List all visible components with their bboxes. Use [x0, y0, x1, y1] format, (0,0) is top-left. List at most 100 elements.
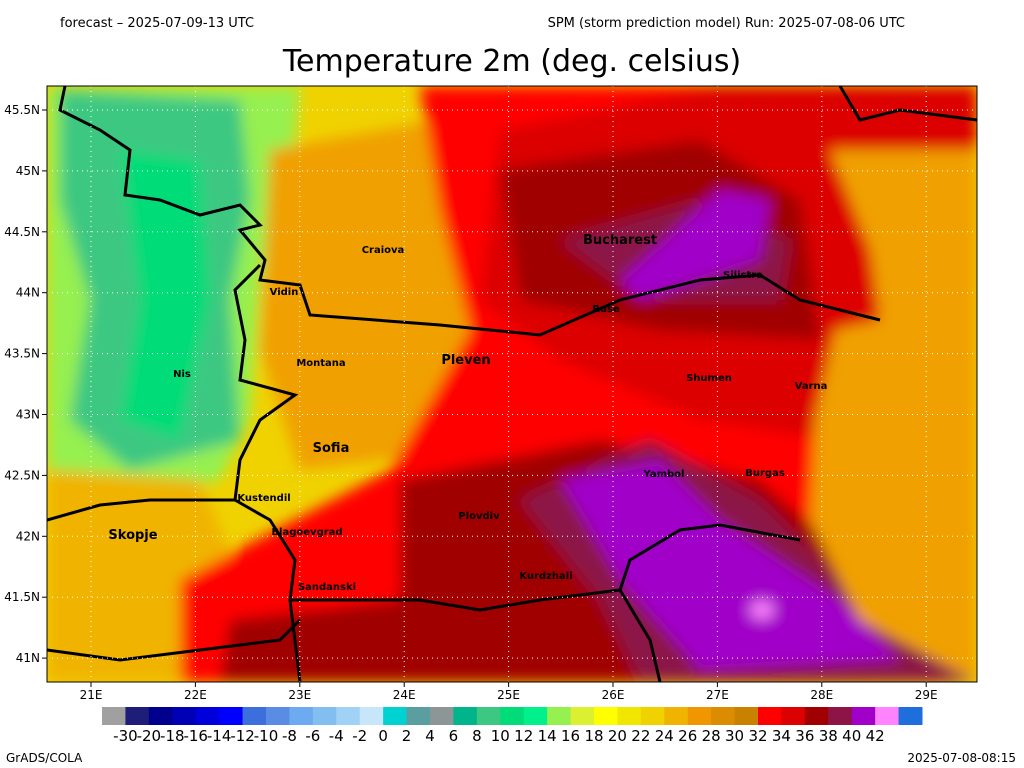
colorbar-label: -14: [207, 727, 232, 745]
lon-label: 21E: [80, 688, 103, 702]
colorbar-swatch: [172, 707, 197, 725]
lat-label: 42.5N: [4, 468, 40, 482]
colorbar-label: 40: [842, 727, 861, 745]
colorbar-swatch: [219, 707, 244, 725]
lon-label: 28E: [810, 688, 833, 702]
lon-label: 25E: [497, 688, 520, 702]
colorbar-label: 24: [655, 727, 674, 745]
lat-label: 44.5N: [4, 225, 40, 239]
colorbar-label: 42: [866, 727, 885, 745]
colorbar-label: 32: [748, 727, 767, 745]
colorbar-swatch: [758, 707, 782, 725]
colorbar-swatch: [289, 707, 314, 725]
colorbar-swatch: [312, 707, 337, 725]
lat-label: 43.5N: [4, 347, 40, 361]
colorbar-swatch: [711, 707, 736, 725]
colorbar-swatch: [547, 707, 572, 725]
colorbar-swatch: [500, 707, 525, 725]
city-label: Vidin: [270, 287, 299, 298]
city-label: Kurdzhali: [519, 571, 572, 582]
colorbar-swatch: [523, 707, 548, 725]
footer-left: GrADS/COLA: [6, 751, 83, 765]
lon-label: 27E: [706, 688, 729, 702]
city-label: Montana: [296, 358, 345, 369]
city-label: Plovdiv: [458, 511, 500, 522]
city-label: Kustendil: [237, 493, 290, 504]
map-frame: [46, 85, 978, 683]
city-label: Nis: [173, 369, 191, 380]
city-label: Skopje: [108, 528, 157, 543]
colorbar-label: -20: [137, 727, 162, 745]
colorbar-swatch: [617, 707, 642, 725]
lon-label: 26E: [602, 688, 625, 702]
city-label: Blagoevgrad: [271, 527, 342, 538]
colorbar-swatch: [898, 707, 923, 725]
colorbar-swatch: [851, 707, 876, 725]
lat-label: 44N: [16, 286, 40, 300]
colorbar-swatch: [359, 707, 384, 725]
colorbar-swatch: [406, 707, 431, 725]
colorbar-label: 30: [725, 727, 744, 745]
colorbar-swatch: [640, 707, 665, 725]
lon-label: 24E: [393, 688, 416, 702]
city-label: Shumen: [686, 373, 732, 384]
colorbar-swatch: [828, 707, 853, 725]
forecast-time: forecast – 2025-07-09-13 UTC: [60, 16, 254, 31]
city-label: Craiova: [362, 245, 405, 256]
colorbar-swatch: [453, 707, 478, 725]
colorbar-swatch: [125, 707, 150, 725]
grid: [47, 86, 977, 682]
city-label: Pleven: [441, 353, 490, 368]
lat-label: 41.5N: [4, 590, 40, 604]
colorbar-label: 36: [795, 727, 814, 745]
city-label: Burgas: [745, 468, 785, 479]
colorbar-label: -2: [352, 727, 367, 745]
lat-label: 43N: [16, 408, 40, 422]
city-label: Varna: [795, 381, 828, 392]
colorbar-swatch: [734, 707, 759, 725]
borders: [47, 86, 977, 682]
colorbar-label: -16: [183, 727, 208, 745]
colorbar-label: 14: [538, 727, 557, 745]
lon-label: 22E: [184, 688, 207, 702]
colorbar-label: 12: [514, 727, 533, 745]
title: Temperature 2m (deg. celsius): [282, 44, 741, 79]
colorbar-swatch: [594, 707, 618, 725]
colorbar-label: 34: [772, 727, 791, 745]
colorbar-label: 38: [819, 727, 838, 745]
lat-label: 45.5N: [4, 103, 40, 117]
colorbar-label: 8: [472, 727, 482, 745]
colorbar-swatch: [148, 707, 173, 725]
colorbar-label: -10: [254, 727, 279, 745]
city-label: Sandanski: [298, 582, 356, 593]
colorbar-swatch: [266, 707, 290, 725]
colorbar-label: -12: [230, 727, 255, 745]
colorbar-swatch: [336, 707, 361, 725]
colorbar-label: -18: [160, 727, 185, 745]
colorbar-swatch: [781, 707, 806, 725]
map-field: [47, 86, 977, 682]
lat-label: 41N: [16, 651, 40, 665]
colorbar-swatch: [195, 707, 220, 725]
colorbar-swatch: [476, 707, 501, 725]
colorbar-label: 28: [702, 727, 721, 745]
lon-label: 29E: [915, 688, 938, 702]
colorbar-swatch: [570, 707, 595, 725]
footer-right: 2025-07-08-08:15: [907, 751, 1016, 765]
colorbar-label: 16: [561, 727, 580, 745]
lat-label: 42N: [16, 529, 40, 543]
colorbar-swatch: [242, 707, 267, 725]
city-label: Sofia: [313, 441, 350, 456]
lon-label: 23E: [288, 688, 311, 702]
lat-label: 45N: [16, 164, 40, 178]
colorbar-label: 4: [425, 727, 435, 745]
colorbar-swatch: [875, 707, 900, 725]
colorbar-label: 0: [378, 727, 388, 745]
city-label: Ruse: [592, 304, 620, 315]
model-run: SPM (storm prediction model) Run: 2025-0…: [548, 16, 905, 31]
colorbar-label: 6: [449, 727, 459, 745]
colorbar-swatch: [102, 707, 126, 725]
city-label: Bucharest: [583, 233, 657, 248]
colorbar-label: -30: [113, 727, 138, 745]
